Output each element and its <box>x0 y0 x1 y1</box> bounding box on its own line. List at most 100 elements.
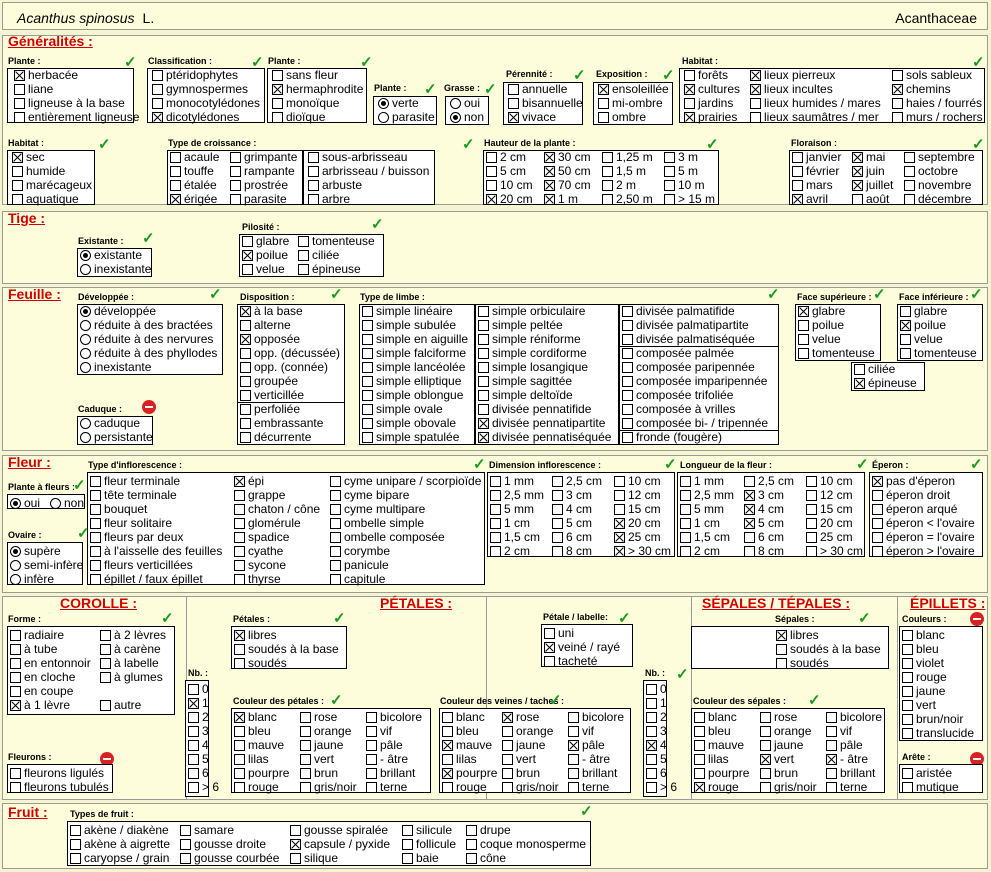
checkbox[interactable] <box>568 753 579 765</box>
checkbox-option[interactable]: - âtre <box>826 752 868 766</box>
checkbox-option[interactable]: bleu <box>442 724 479 738</box>
checkbox-option[interactable]: ombelle simple <box>330 516 424 530</box>
checkbox[interactable] <box>12 165 23 177</box>
checkbox-option[interactable]: rose <box>300 710 337 724</box>
checkbox[interactable] <box>240 347 251 359</box>
checkbox[interactable] <box>646 725 657 737</box>
checkbox[interactable] <box>552 531 563 543</box>
radio-button[interactable] <box>378 97 389 109</box>
checkbox[interactable] <box>300 781 311 793</box>
checkbox[interactable] <box>568 725 579 737</box>
checkbox[interactable] <box>680 503 691 515</box>
checkbox[interactable] <box>852 179 863 191</box>
checkbox-option[interactable]: drupe <box>466 823 511 837</box>
radio-button[interactable] <box>10 545 21 557</box>
checkbox-option[interactable]: liane <box>14 82 53 96</box>
checkbox-option[interactable]: monoïque <box>272 96 339 110</box>
checkbox-option[interactable]: hermaphrodite <box>272 82 363 96</box>
checkbox[interactable] <box>188 725 199 737</box>
checkbox-option[interactable]: en coupe <box>10 684 73 698</box>
checkbox[interactable] <box>300 753 311 765</box>
checkbox-option[interactable]: 10 cm <box>486 178 533 192</box>
checkbox-option[interactable]: 12 cm <box>806 488 853 502</box>
checkbox-option[interactable]: opp. (connée) <box>240 360 328 374</box>
checkbox[interactable] <box>750 97 761 109</box>
checkbox-option[interactable]: 0 <box>646 682 667 696</box>
checkbox[interactable] <box>872 503 883 515</box>
checkbox-option[interactable]: 50 cm <box>544 164 591 178</box>
radio-button[interactable] <box>450 111 461 123</box>
checkbox[interactable] <box>90 545 101 557</box>
checkbox-option[interactable]: 20 cm <box>614 516 661 530</box>
checkbox[interactable] <box>234 475 245 487</box>
checkbox[interactable] <box>904 165 915 177</box>
checkbox[interactable] <box>442 725 453 737</box>
radio-option[interactable]: semi-infère <box>10 558 83 572</box>
checkbox-option[interactable]: simple réniforme <box>478 332 581 346</box>
checkbox-option[interactable]: pâle <box>826 738 863 752</box>
checkbox[interactable] <box>544 627 555 639</box>
checkbox[interactable] <box>466 838 477 850</box>
checkbox-option[interactable]: vif <box>568 724 594 738</box>
checkbox-option[interactable]: terne <box>366 780 407 794</box>
checkbox[interactable] <box>646 683 657 695</box>
checkbox[interactable] <box>442 767 453 779</box>
checkbox-option[interactable]: bleu <box>694 724 731 738</box>
checkbox[interactable] <box>904 179 915 191</box>
checkbox-option[interactable]: jaune <box>502 738 545 752</box>
checkbox[interactable] <box>10 699 21 711</box>
checkbox-option[interactable]: brun <box>760 766 798 780</box>
checkbox[interactable] <box>90 489 101 501</box>
checkbox[interactable] <box>300 739 311 751</box>
checkbox-option[interactable]: violet <box>902 656 944 670</box>
checkbox[interactable] <box>622 375 633 387</box>
checkbox[interactable] <box>486 165 497 177</box>
checkbox[interactable] <box>90 559 101 571</box>
checkbox[interactable] <box>362 319 373 331</box>
checkbox-option[interactable]: simple losangique <box>478 360 588 374</box>
checkbox[interactable] <box>646 767 657 779</box>
checkbox-option[interactable]: fleurons ligulés <box>10 766 104 780</box>
checkbox[interactable] <box>10 643 21 655</box>
checkbox-option[interactable]: dioïque <box>272 110 325 124</box>
checkbox[interactable] <box>362 375 373 387</box>
checkbox[interactable] <box>330 559 341 571</box>
checkbox-option[interactable]: - âtre <box>366 752 408 766</box>
checkbox-option[interactable]: terne <box>826 780 867 794</box>
checkbox-option[interactable]: éperon droit <box>872 488 950 502</box>
checkbox[interactable] <box>188 767 199 779</box>
checkbox-option[interactable]: 5 cm <box>744 516 784 530</box>
checkbox[interactable] <box>806 517 817 529</box>
checkbox[interactable] <box>366 711 377 723</box>
checkbox[interactable] <box>490 531 501 543</box>
checkbox[interactable] <box>854 377 865 389</box>
checkbox-option[interactable]: haies / fourrés <box>892 96 982 110</box>
radio-option[interactable]: existante <box>80 248 142 262</box>
checkbox[interactable] <box>234 767 245 779</box>
checkbox-option[interactable]: juillet <box>852 178 893 192</box>
checkbox-option[interactable]: divisée pennatifide <box>478 402 591 416</box>
checkbox-option[interactable]: 3 cm <box>552 488 592 502</box>
checkbox[interactable] <box>902 629 913 641</box>
checkbox[interactable] <box>188 683 199 695</box>
checkbox[interactable] <box>366 739 377 751</box>
checkbox[interactable] <box>646 697 657 709</box>
checkbox[interactable] <box>776 643 787 655</box>
checkbox-option[interactable]: fleurs par deux <box>90 530 183 544</box>
checkbox-option[interactable]: mai <box>852 150 885 164</box>
checkbox-option[interactable]: lieux saumâtres / mer <box>750 110 879 124</box>
checkbox[interactable] <box>760 781 771 793</box>
checkbox[interactable] <box>234 559 245 571</box>
checkbox[interactable] <box>14 83 25 95</box>
checkbox[interactable] <box>240 389 251 401</box>
checkbox-option[interactable]: à l'aisselle des feuilles <box>90 544 222 558</box>
checkbox[interactable] <box>230 165 241 177</box>
radio-button[interactable] <box>80 319 91 331</box>
checkbox[interactable] <box>902 781 913 793</box>
checkbox-option[interactable]: 2,5 cm <box>744 474 794 488</box>
radio-option[interactable]: caduque <box>80 416 140 430</box>
checkbox[interactable] <box>508 111 519 123</box>
checkbox-option[interactable]: tête terminale <box>90 488 177 502</box>
checkbox[interactable] <box>852 165 863 177</box>
checkbox-option[interactable]: cultures <box>684 82 740 96</box>
